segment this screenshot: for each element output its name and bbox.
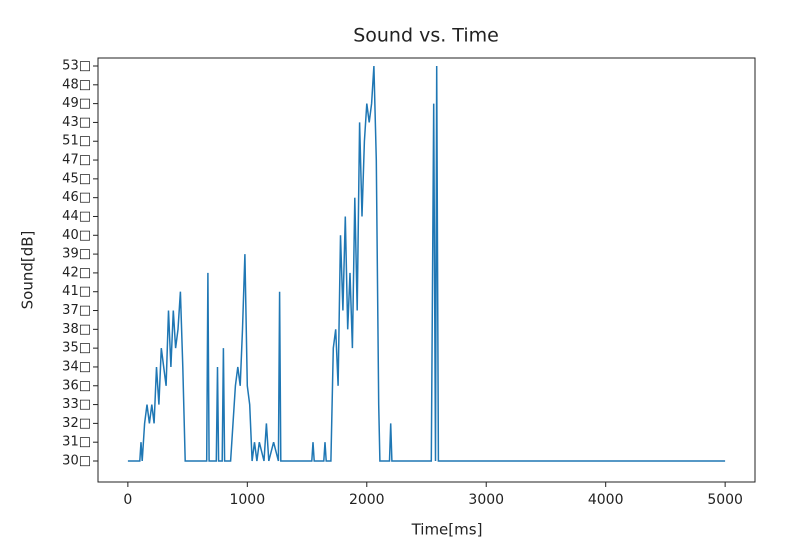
y-tick-label: 44□ [62, 209, 91, 224]
y-tick-label: 39□ [62, 247, 91, 262]
y-tick-label: 46□ [62, 190, 91, 205]
y-tick-label: 41□ [62, 284, 91, 299]
data-line [127, 65, 726, 462]
y-tick-label: 42□ [62, 265, 91, 280]
y-tick-label: 48□ [62, 77, 91, 92]
chart-title: Sound vs. Time [353, 25, 499, 47]
x-axis-label: Time[ms] [411, 521, 483, 539]
y-tick-label: 35□ [62, 341, 91, 356]
x-tick-label: 3000 [468, 492, 504, 508]
y-tick-label: 53□ [62, 59, 91, 74]
y-tick-label: 40□ [62, 228, 91, 243]
x-tick-label: 4000 [588, 492, 624, 508]
y-tick-label: 37□ [62, 303, 91, 318]
plot-frame [97, 57, 756, 483]
y-axis-label: Sound[dB] [19, 231, 37, 310]
y-tick-label: 49□ [62, 96, 91, 111]
y-tick-label: 45□ [62, 171, 91, 186]
x-tick-label: 0 [123, 492, 132, 508]
y-tick-label: 36□ [62, 378, 91, 393]
y-tick-label: 47□ [62, 153, 91, 168]
y-tick-label: 34□ [62, 359, 91, 374]
x-tick-label: 1000 [229, 492, 265, 508]
y-tick-label: 32□ [62, 416, 91, 431]
x-tick-label: 2000 [349, 492, 385, 508]
y-tick-label: 33□ [62, 397, 91, 412]
x-tick-label: 5000 [707, 492, 743, 508]
y-tick-label: 51□ [62, 134, 91, 149]
y-tick-label: 30□ [62, 454, 91, 469]
y-tick-label: 38□ [62, 322, 91, 337]
y-tick-label: 43□ [62, 115, 91, 130]
y-tick-label: 31□ [62, 435, 91, 450]
